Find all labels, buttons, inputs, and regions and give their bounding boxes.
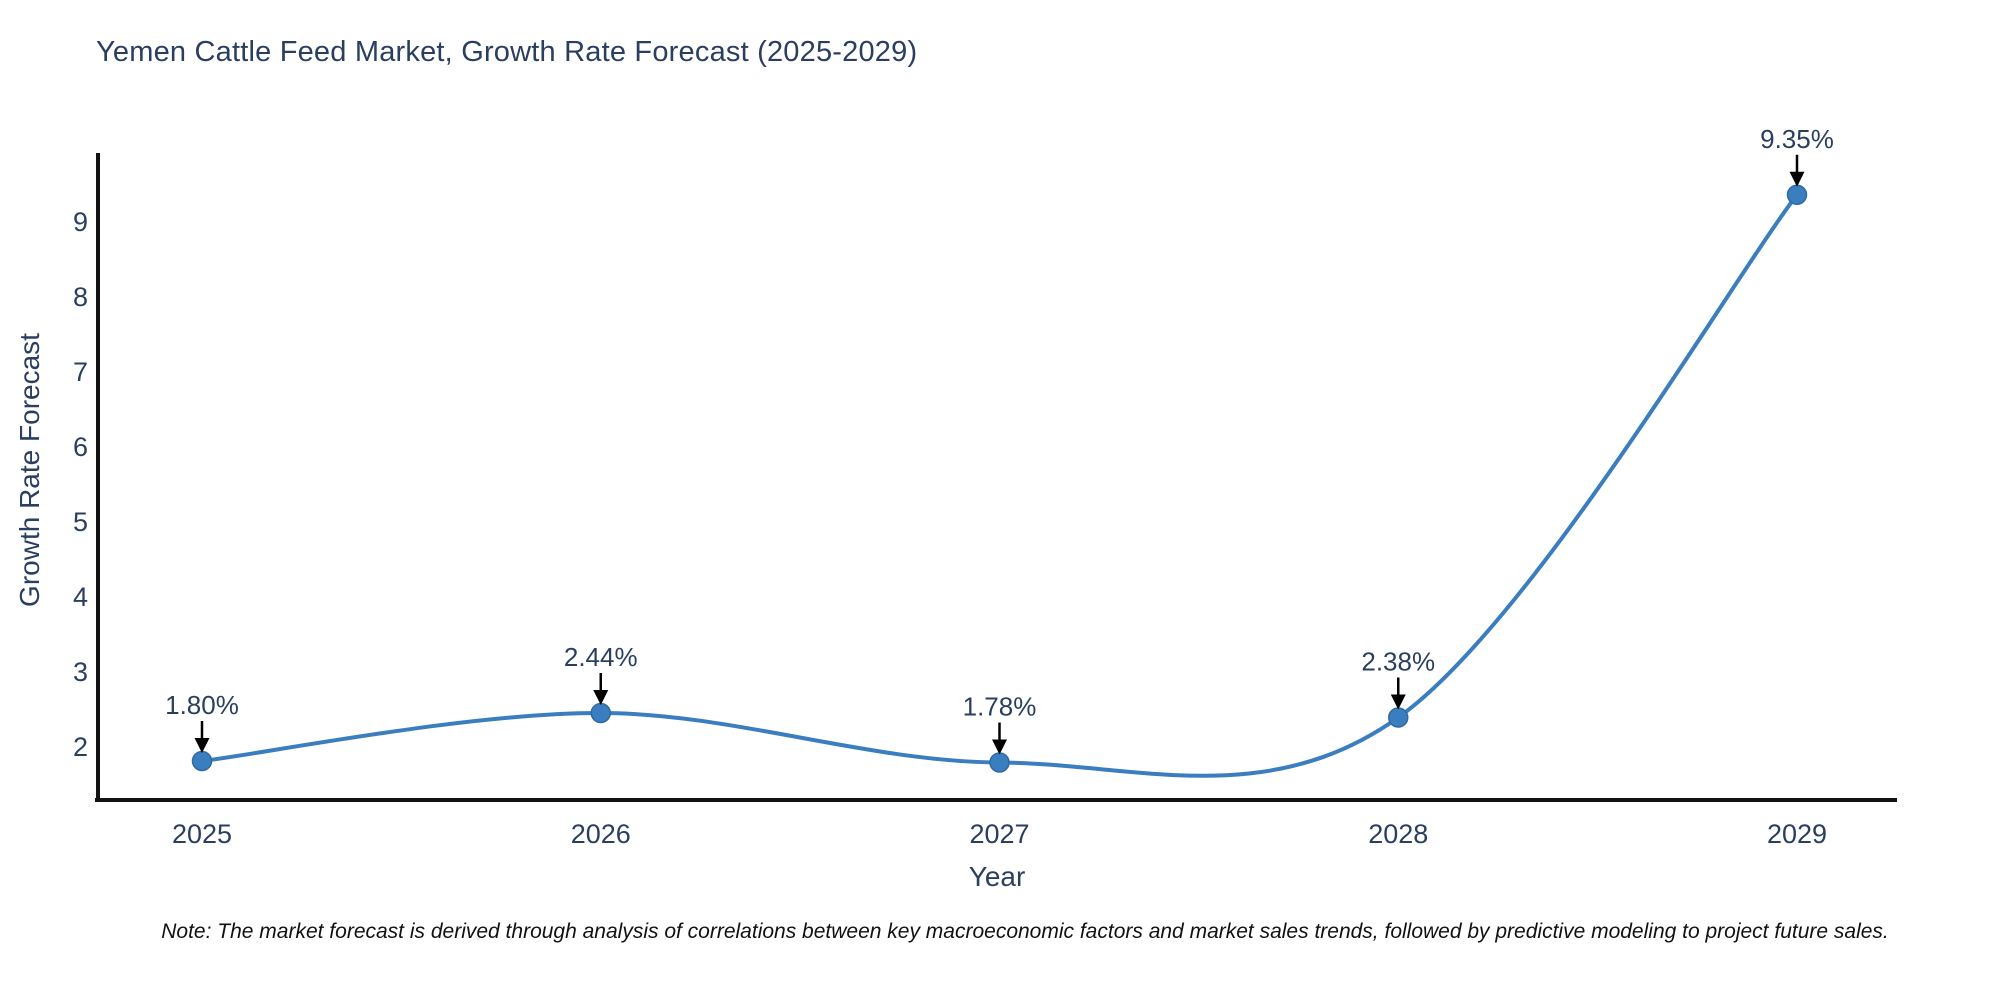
y-tick-label: 6 (73, 432, 88, 462)
series-line (200, 192, 1799, 778)
data-point-marker (989, 752, 1010, 773)
x-tick-label: 2026 (571, 819, 631, 849)
annotation-arrowhead (1390, 694, 1406, 710)
data-point-marker (191, 750, 213, 772)
x-axis-title: Year (968, 861, 1026, 892)
chart-title: Yemen Cattle Feed Market, Growth Rate Fo… (96, 36, 918, 68)
annotation-arrowhead (992, 739, 1007, 755)
y-axis-title: Growth Rate Forecast (14, 333, 45, 607)
annotation-label: 9.35% (1760, 124, 1834, 154)
x-tick-label: 2025 (172, 819, 232, 849)
y-tick-label: 9 (73, 207, 88, 237)
y-tick-label: 4 (73, 582, 88, 612)
footnote: Note: The market forecast is derived thr… (161, 920, 1889, 943)
annotation-arrowhead (593, 690, 609, 705)
x-tick-label: 2027 (969, 819, 1029, 849)
data-point-marker (590, 702, 611, 724)
annotation-label: 1.78% (963, 692, 1037, 722)
x-tick-label: 2028 (1368, 819, 1428, 849)
y-tick-label: 7 (73, 357, 88, 387)
y-tick-label: 5 (73, 507, 88, 537)
data-point-marker (1786, 184, 1808, 205)
annotation-arrowhead (1789, 171, 1805, 187)
data-point-marker (1388, 707, 1409, 728)
annotation-label: 2.38% (1361, 647, 1435, 677)
y-tick-label: 3 (73, 657, 88, 687)
x-tick-label: 2029 (1767, 819, 1827, 849)
y-tick-label: 8 (73, 282, 88, 312)
annotation-label: 1.80% (165, 690, 239, 720)
y-tick-label: 2 (73, 732, 88, 762)
annotation-label: 2.44% (564, 642, 638, 672)
annotation-arrowhead (194, 738, 210, 753)
